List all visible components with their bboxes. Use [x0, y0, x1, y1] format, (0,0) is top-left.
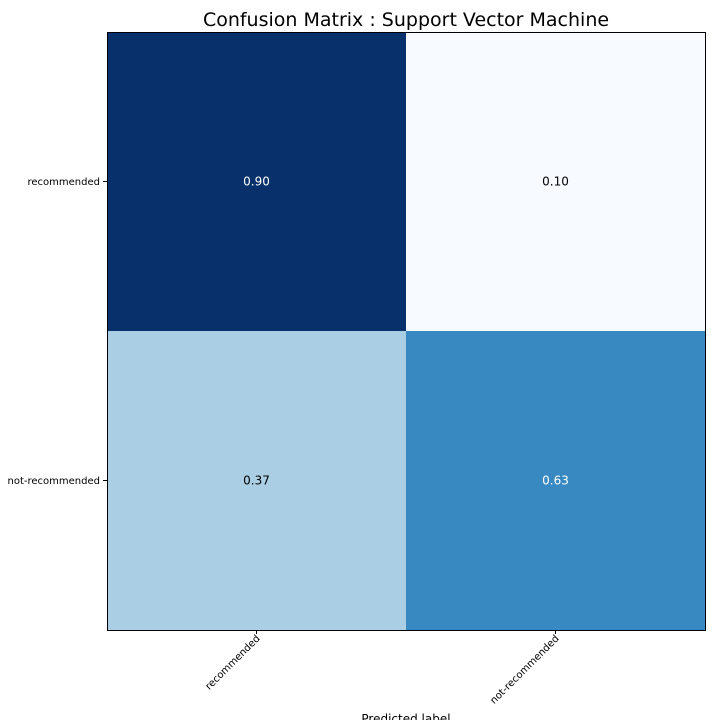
- x-tick-label: recommended: [204, 633, 263, 692]
- heatmap-cell: [107, 32, 406, 331]
- heatmap-cell: [406, 32, 705, 331]
- heatmap-cells: [107, 32, 705, 630]
- x-axis-label: Predicted label: [361, 712, 450, 720]
- heatmap-cell-labels: 0.90 0.10 0.37 0.63: [243, 175, 569, 488]
- cell-value-label: 0.90: [243, 175, 270, 189]
- chart-title: Confusion Matrix : Support Vector Machin…: [203, 9, 609, 31]
- heatmap-cell: [406, 331, 705, 630]
- plot-frame: [107, 32, 706, 631]
- cell-value-label: 0.63: [542, 474, 569, 488]
- cell-value-label: 0.10: [542, 175, 569, 189]
- cell-value-label: 0.37: [243, 474, 270, 488]
- x-tick-label: not-recommended: [488, 633, 561, 706]
- y-tick-label: recommended: [28, 177, 100, 188]
- heatmap-cell: [107, 331, 406, 630]
- y-tick-label: not-recommended: [8, 476, 100, 487]
- y-axis: recommended not-recommended: [8, 177, 107, 487]
- x-axis: recommended not-recommended: [204, 630, 562, 707]
